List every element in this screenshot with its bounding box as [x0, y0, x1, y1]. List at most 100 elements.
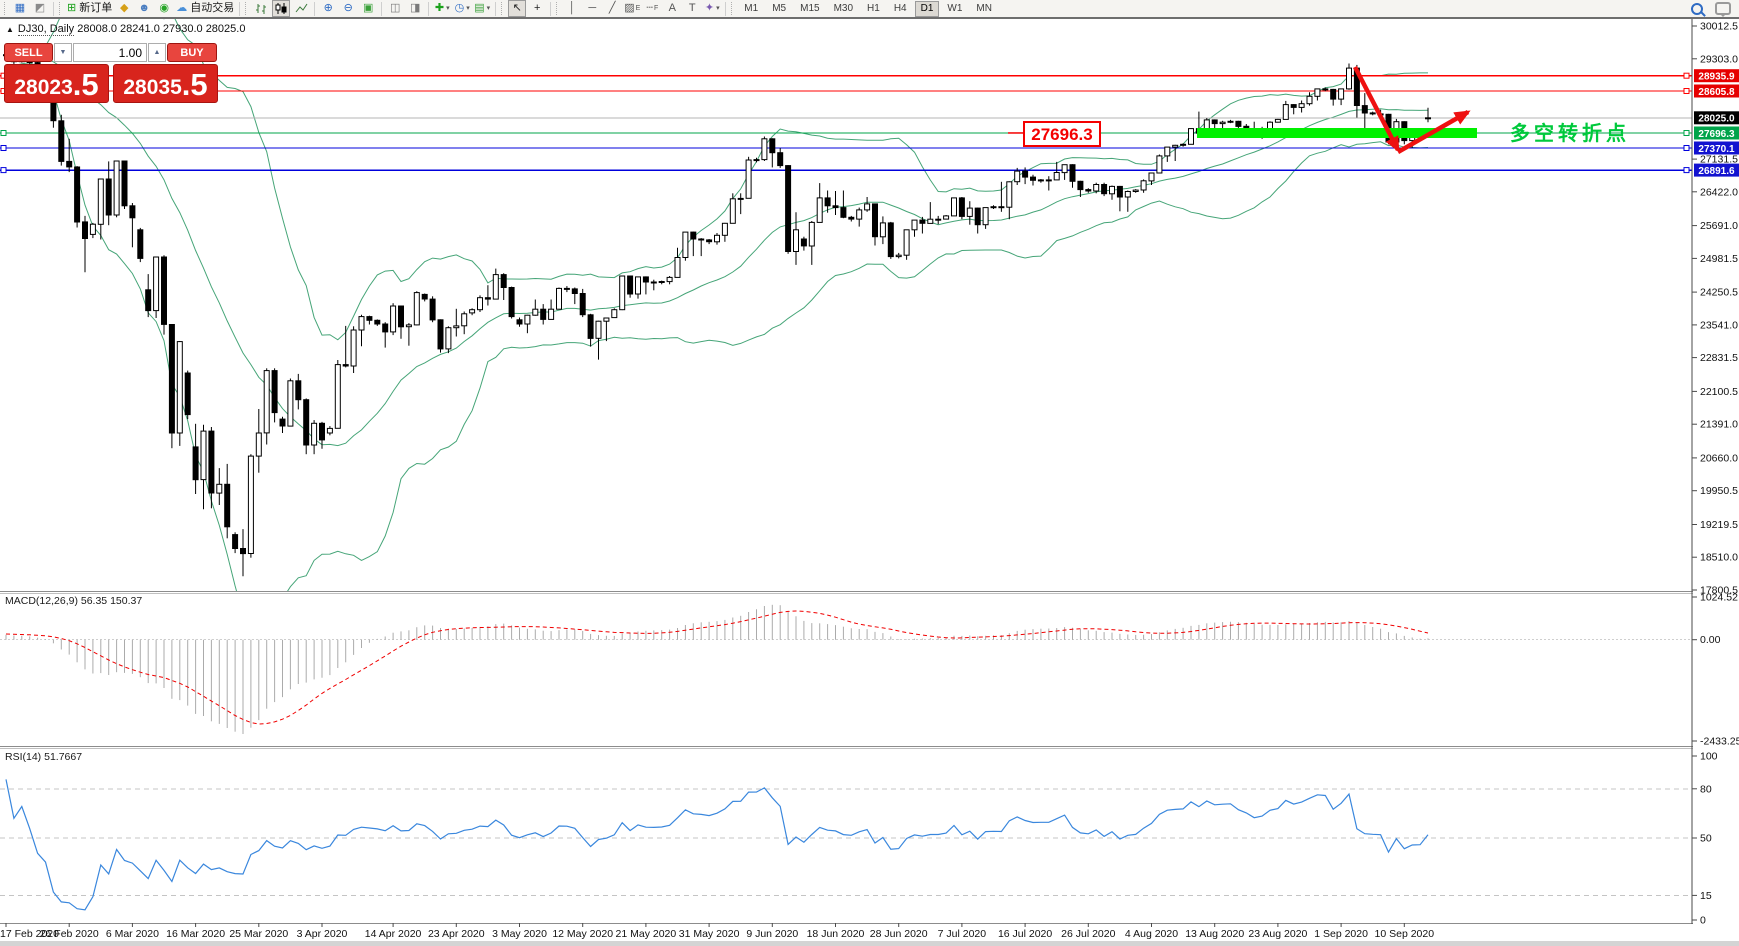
line-handle[interactable] — [0, 167, 7, 174]
bar-chart-type-icon[interactable] — [252, 0, 270, 17]
candle-body — [714, 234, 720, 243]
candle-body — [153, 256, 160, 312]
bollinger-middle-band[interactable] — [5, 56, 1429, 447]
pane-separator[interactable] — [0, 748, 1739, 749]
community-icon[interactable]: ☻ — [135, 0, 153, 17]
timeframe-h1-button[interactable]: H1 — [867, 2, 880, 14]
volume-input[interactable]: 1.00 — [73, 43, 147, 62]
templates-icon[interactable]: ▤ ▾ — [473, 0, 491, 17]
dropdown-arrow-icon[interactable]: ▾ — [486, 5, 491, 12]
annotation-text[interactable]: 多空转折点 — [1510, 121, 1630, 145]
timeframe-m30-button[interactable]: M30 — [833, 2, 854, 14]
level-axis-label-28935.9[interactable] — [1694, 69, 1739, 83]
candle-body — [161, 256, 167, 325]
candle-body — [358, 316, 365, 331]
candle-body — [943, 215, 950, 220]
candle-body — [627, 275, 634, 295]
timeframe-m5-button[interactable]: M5 — [772, 2, 787, 14]
search-icon[interactable] — [1691, 2, 1703, 15]
timeframe-h4-button[interactable]: H4 — [893, 2, 907, 14]
level-axis-label-28605.8[interactable] — [1694, 84, 1739, 98]
pane-separator[interactable] — [0, 923, 1739, 924]
trend-arrow-1[interactable] — [1353, 65, 1400, 153]
zoom-out-icon[interactable]: ⊖ — [339, 0, 357, 17]
pane-separator[interactable] — [0, 746, 1739, 747]
line-handle[interactable] — [1683, 167, 1690, 174]
candle-body — [1188, 128, 1194, 145]
current-price-axis-label[interactable] — [1694, 111, 1739, 125]
zoom-in-icon[interactable]: ⊕ — [319, 0, 337, 17]
chart-shift-icon[interactable]: ◨ — [406, 0, 424, 17]
candle-chart-type-icon[interactable] — [272, 0, 291, 17]
fibonacci-icon[interactable]: ┄ F — [646, 2, 659, 14]
candle-body — [832, 205, 839, 209]
toolbar-right-icons — [1691, 2, 1731, 17]
toolbar-separator — [725, 1, 727, 16]
ohlc-values: 28008.0 28241.0 27930.0 28025.0 — [77, 23, 246, 35]
timeframe-m15-button[interactable]: M15 — [800, 2, 820, 14]
chat-icon[interactable] — [1715, 2, 1731, 17]
candle-body — [1156, 155, 1163, 174]
line-handle[interactable] — [1683, 72, 1690, 79]
candle-body — [1180, 143, 1187, 146]
line-handle[interactable] — [0, 145, 7, 151]
buy-button[interactable]: BUY — [167, 43, 217, 62]
level-axis-label-26891.6[interactable] — [1694, 163, 1739, 177]
period-clock-icon[interactable]: ◷ ▾ — [453, 0, 471, 17]
text-icon[interactable]: A — [663, 0, 681, 17]
rsi-indicator-label: RSI(14) 51.7667 — [5, 751, 82, 763]
horizontal-line-icon[interactable]: ─ — [583, 0, 601, 17]
volume-increase-button[interactable]: ▲ — [148, 43, 166, 62]
auto-scroll-icon[interactable]: ◫ — [386, 0, 404, 17]
line-handle[interactable] — [1683, 130, 1690, 136]
bollinger-lower-band[interactable] — [5, 62, 1429, 623]
symbol-period-label[interactable]: DJ30, Daily — [17, 23, 75, 36]
trendline-icon[interactable]: ╱ — [603, 0, 621, 17]
autotrading-icon[interactable]: ☁ 自动交易 — [175, 0, 235, 17]
line-chart-type-icon[interactable] — [292, 0, 310, 17]
volume-decrease-button[interactable]: ▼ — [54, 43, 72, 62]
new-chart-icon[interactable]: ▦ — [11, 0, 29, 17]
timeframe-w1-button[interactable]: W1 — [947, 2, 963, 14]
timeframe-m1-button[interactable]: M1 — [744, 2, 759, 14]
price-tag-box[interactable] — [1023, 121, 1101, 147]
pane-separator[interactable] — [0, 593, 1739, 594]
level-axis-label-27370.1[interactable] — [1694, 141, 1739, 155]
candle-body — [579, 293, 586, 316]
timeframe-d1-button[interactable]: D1 — [914, 0, 940, 17]
line-handle[interactable] — [1683, 88, 1690, 94]
chart-canvas[interactable]: 27696.3 多空转折点 30012.5 29303.0 27131.5 26422.0… — [0, 19, 1739, 946]
cursor-icon[interactable]: ↖ — [508, 0, 527, 17]
candle-body — [82, 221, 88, 239]
bid-price-box[interactable]: 28023.5 — [4, 64, 109, 103]
line-handle[interactable] — [0, 130, 7, 136]
candle-body — [477, 297, 483, 311]
new-order-icon[interactable]: ⊞ 新订单 — [66, 0, 113, 17]
profiles-icon[interactable]: ◩ — [31, 0, 49, 17]
pane-separator[interactable] — [0, 591, 1739, 592]
shapes-icon[interactable]: ✦ ▾ — [703, 0, 721, 17]
date-label: 7 Jul 2020 — [938, 928, 987, 940]
support-zone-highlight[interactable] — [1197, 128, 1477, 138]
dropdown-arrow-icon[interactable]: ▾ — [446, 5, 450, 12]
level-axis-label-27696.3[interactable] — [1694, 126, 1739, 140]
dropdown-arrow-icon[interactable]: ▾ — [716, 5, 720, 12]
sell-button[interactable]: SELL — [4, 43, 53, 62]
level-axis-label-text: 28935.9 — [1698, 72, 1735, 83]
dropdown-arrow-icon[interactable]: ▾ — [466, 5, 470, 12]
signals-icon[interactable]: ◉ — [155, 0, 173, 17]
timeframe-mn-button[interactable]: MN — [976, 2, 992, 14]
text-label-icon[interactable]: T — [683, 0, 701, 17]
equidistant-channel-icon[interactable]: ▨ E — [624, 2, 641, 14]
price-tick-label: 26422.0 — [1700, 186, 1738, 198]
add-indicator-icon[interactable]: ✚ ▾ — [433, 0, 451, 17]
date-label: 1 Sep 2020 — [1314, 928, 1368, 940]
collapse-panel-icon[interactable]: ▲ — [6, 25, 14, 34]
ask-price-box[interactable]: 28035.5 — [113, 64, 218, 103]
line-handle[interactable] — [1683, 145, 1690, 151]
crosshair-icon[interactable]: + — [528, 0, 546, 17]
trend-arrow-2[interactable] — [1396, 110, 1471, 154]
market-depth-icon[interactable]: ◆ — [115, 0, 133, 17]
tile-windows-icon[interactable]: ▣ — [359, 0, 377, 17]
vertical-line-icon[interactable]: │ — [563, 0, 581, 17]
